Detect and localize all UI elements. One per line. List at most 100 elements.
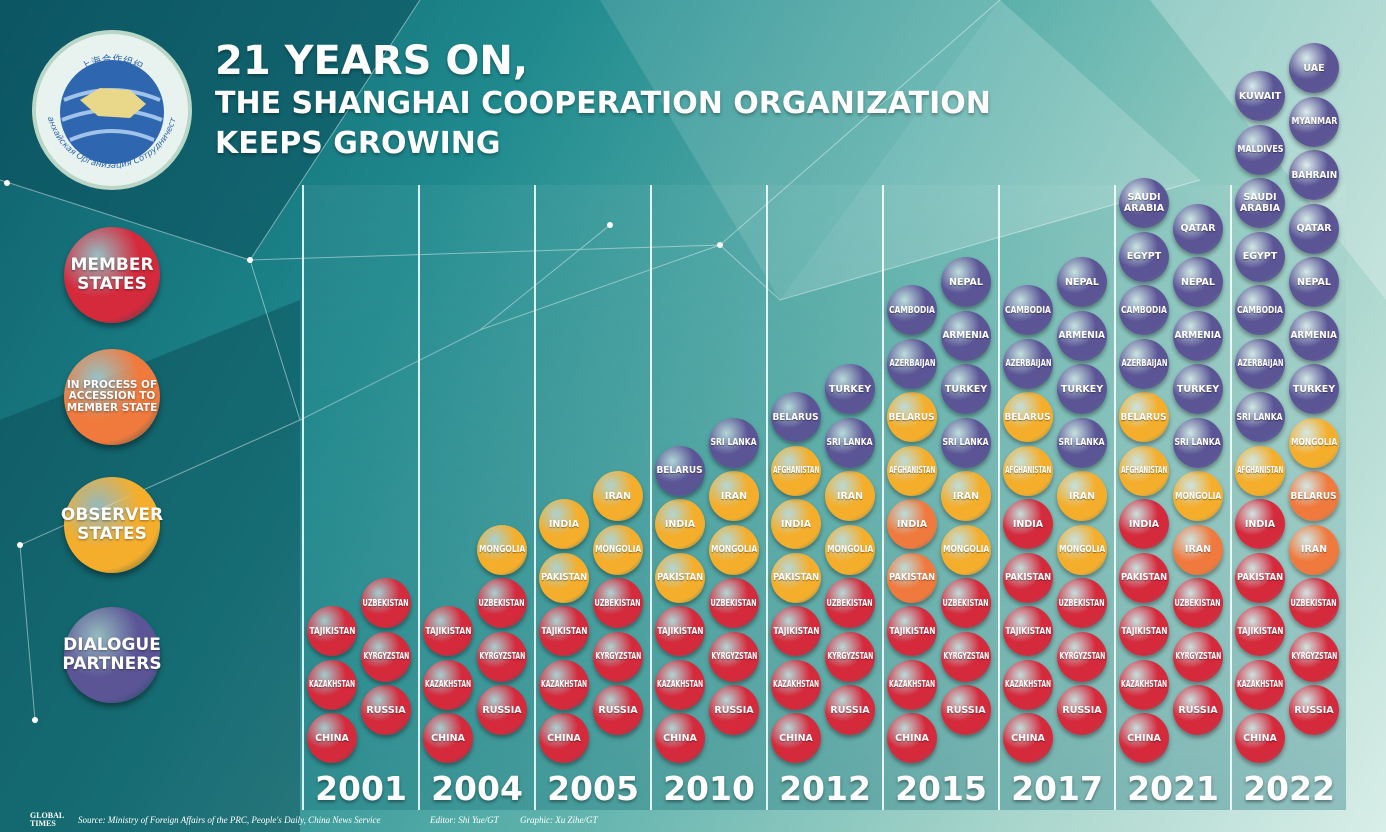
country-label: INDIA [1128,518,1160,530]
country-label: ARMENIA [1174,330,1222,341]
country-label: INDIA [548,518,580,530]
country-label: CAMBODIA [1005,304,1051,316]
text-line: STATES [77,524,147,544]
country-ball: AZERBAIJAN [1119,338,1169,389]
country-ball: CAMBODIA [1003,285,1053,335]
title-line-2: THE SHANGHAI COOPERATION ORGANIZATION [215,86,991,121]
country-label: MONGOLIA [1290,437,1338,448]
country-label: TAJIKISTAN [773,625,819,637]
country-label: PAKISTAN [1120,572,1168,583]
country-label: IRAN [1184,544,1212,555]
country-ball: INDIA [539,499,589,549]
country-label: RUSSIA [830,704,870,716]
country-label: PAKISTAN [888,572,936,583]
country-ball: BELARUS [655,445,705,496]
country-ball: MONGOLIA [593,524,643,575]
country-label: RUSSIA [946,704,986,716]
country-ball: SAUDI ARABIA [1235,178,1285,228]
country-ball: KAZAKHSTAN [887,659,937,710]
country-ball: RUSSIA [1173,685,1223,735]
country-label: ARMENIA [1058,330,1106,341]
country-ball: CHINA [539,713,589,763]
country-label: TAJIKISTAN [309,625,355,637]
country-ball: KAZAKHSTAN [539,659,589,710]
country-label: IRAN [1300,544,1328,555]
country-label: SAUDI ARABIA [1124,192,1164,214]
country-ball: KAZAKHSTAN [655,659,705,710]
country-ball: UZBEKISTAN [1173,578,1223,628]
country-ball: IRAN [709,471,759,521]
country-label: TURKEY [1060,383,1104,395]
country-ball: ARMENIA [1057,310,1107,361]
country-label: INDIA [1244,518,1276,530]
country-ball: MONGOLIA [941,524,991,575]
country-ball: SRI LANKA [709,417,759,468]
country-ball: KAZAKHSTAN [423,659,473,710]
country-label: KAZAKHSTAN [308,679,356,690]
country-ball: AZERBAIJAN [1003,338,1053,389]
country-ball: IRAN [1057,471,1107,521]
country-ball: KYRGYZSTAN [361,631,411,682]
country-ball: KYRGYZSTAN [709,631,759,682]
text-line: SAUDI [1127,192,1161,203]
country-ball: NEPAL [1289,257,1339,307]
country-label: KYRGYZSTAN [1175,651,1221,662]
country-label: RUSSIA [1062,704,1102,716]
country-ball: ARMENIA [1173,310,1223,361]
country-ball: ARMENIA [1289,310,1339,361]
country-label: UZBEKISTAN [1058,597,1106,609]
country-label: CHINA [663,732,697,744]
country-ball: TAJIKISTAN [771,606,821,656]
country-label: PAKISTAN [1004,572,1052,583]
country-label: QATAR [1296,223,1332,234]
text-line: PARTNERS [62,654,162,674]
country-label: SRI LANKA [710,437,758,448]
country-label: CHINA [895,732,929,744]
country-ball: UZBEKISTAN [709,578,759,628]
country-ball: BELARUS [1289,471,1339,521]
country-label: UAE [1303,62,1325,74]
country-label: PAKISTAN [1236,572,1284,583]
country-ball: INDIA [1235,499,1285,549]
country-ball: MALDIVES [1235,124,1285,175]
text-line: SAUDI [1243,192,1277,203]
country-label: CAMBODIA [889,304,935,316]
country-label: PAKISTAN [540,572,588,583]
country-label: AZERBAIJAN [889,358,936,369]
country-ball: UZBEKISTAN [477,578,527,628]
country-ball: SRI LANKA [1057,417,1107,468]
country-label: IRAN [1068,490,1096,502]
country-ball: PAKISTAN [771,552,821,603]
country-ball: SRI LANKA [1235,392,1285,442]
country-label: INDIA [896,518,928,530]
country-ball: MONGOLIA [709,524,759,575]
country-ball: RUSSIA [593,685,643,735]
country-ball: TAJIKISTAN [655,606,705,656]
country-ball: TAJIKISTAN [307,606,357,656]
country-label: KAZAKHSTAN [1004,679,1052,690]
country-label: KAZAKHSTAN [888,679,936,690]
year-label: 2017 [1011,769,1103,808]
country-label: ARMENIA [942,330,990,341]
graphic: Graphic: Xu Zihe/GT [520,815,598,825]
country-ball: CHINA [1235,713,1285,763]
country-ball: TURKEY [1057,364,1107,414]
text-line: MEMBER STATE [66,401,158,414]
country-label: MONGOLIA [710,544,758,555]
country-label: TURKEY [1176,383,1220,395]
country-label: RUSSIA [1178,704,1218,716]
country-label: BELARUS [1120,411,1167,423]
country-ball: UAE [1289,43,1339,93]
country-label: UZBEKISTAN [594,597,642,609]
country-ball: EGYPT [1119,231,1169,282]
country-ball: AFGHANISTAN [887,445,937,496]
country-ball: CAMBODIA [887,285,937,335]
country-ball: BELARUS [1119,392,1169,442]
country-ball: CHINA [423,713,473,763]
country-label: UZBEKISTAN [478,597,526,609]
country-label: UZBEKISTAN [1174,597,1222,609]
title-line-3: KEEPS GROWING [215,126,501,161]
year-label: 2004 [431,769,523,808]
legend-ball: OBSERVER STATES [61,477,163,573]
